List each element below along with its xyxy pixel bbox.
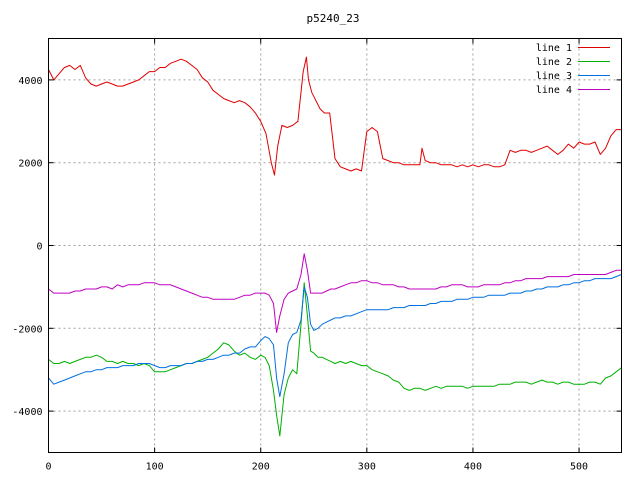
x-tick-label: 100 xyxy=(146,462,164,473)
legend-label-1: line 1 xyxy=(536,43,572,54)
legend-label-3: line 3 xyxy=(536,71,572,82)
y-tick-label: -2000 xyxy=(12,324,42,335)
series-line-2 xyxy=(48,282,622,437)
axis-ticks: 0 100 200 300 400 500 -4000 -2000 0 2000 4000 xyxy=(12,38,622,473)
x-tick-label: 400 xyxy=(464,462,482,473)
series-line-4 xyxy=(48,253,622,333)
chart-title: p5240_23 xyxy=(307,12,360,25)
y-tick-label: 0 xyxy=(36,242,42,253)
y-tick-label: 4000 xyxy=(18,76,42,87)
series-lines xyxy=(48,56,622,437)
x-tick-label: 0 xyxy=(45,462,51,473)
legend-label-2: line 2 xyxy=(536,57,572,68)
series-line-1 xyxy=(48,56,622,176)
legend: line 1 line 2 line 3 line 4 xyxy=(536,43,610,96)
grid-lines xyxy=(48,38,622,453)
x-tick-label: 200 xyxy=(252,462,270,473)
y-tick-label: -4000 xyxy=(12,407,42,418)
legend-label-4: line 4 xyxy=(536,85,572,96)
y-tick-label: 2000 xyxy=(18,159,42,170)
series-line-3 xyxy=(48,274,622,398)
x-tick-label: 300 xyxy=(358,462,376,473)
x-tick-label: 500 xyxy=(570,462,588,473)
